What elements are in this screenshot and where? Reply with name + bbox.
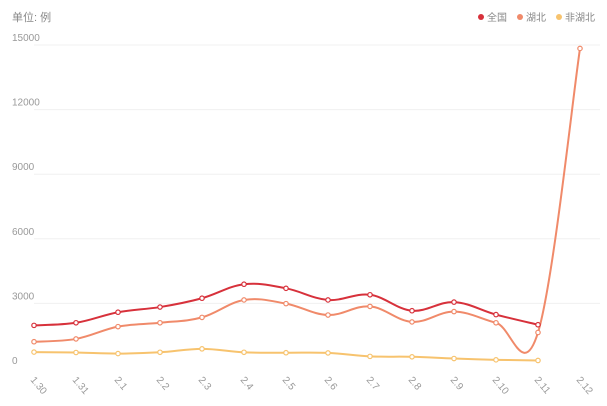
data-point [115, 309, 121, 316]
x-tick-label: 2.7 [364, 375, 382, 393]
data-point [73, 319, 79, 326]
data-point [115, 323, 121, 330]
data-point [325, 312, 331, 318]
legend-item-national[interactable]: 全国 [478, 9, 507, 24]
data-point [241, 349, 247, 356]
data-point [451, 355, 457, 362]
data-point [409, 354, 415, 360]
legend: 全国 湖北 非湖北 [478, 9, 595, 24]
data-point [31, 322, 37, 329]
x-tick-label: 2.3 [196, 375, 214, 393]
series-line-湖北 [33, 48, 581, 354]
x-tick-label: 2.8 [406, 375, 424, 393]
x-tick-label: 2.12 [574, 375, 595, 397]
data-point [451, 299, 457, 305]
data-point [199, 346, 205, 352]
data-point [367, 303, 373, 310]
data-point [157, 349, 163, 356]
data-point [367, 353, 373, 360]
data-point [283, 285, 289, 292]
data-point [325, 350, 331, 356]
data-point [157, 304, 163, 310]
y-tick-label: 3000 [12, 291, 35, 302]
y-tick-label: 6000 [12, 227, 35, 238]
y-tick-label: 15000 [12, 33, 40, 44]
x-tick-label: 2.2 [154, 375, 172, 393]
y-tick-label: 0 [12, 356, 18, 367]
data-point [535, 321, 541, 328]
data-point [157, 319, 163, 326]
x-tick-label: 1.31 [70, 375, 91, 397]
x-tick-label: 2.11 [532, 375, 553, 397]
data-point [283, 300, 289, 307]
x-tick-label: 1.30 [28, 375, 49, 397]
x-tick-label: 2.4 [238, 375, 256, 393]
data-point [577, 45, 583, 52]
data-point [493, 319, 499, 326]
data-point [73, 349, 79, 356]
data-point [451, 308, 457, 315]
legend-dot-icon [556, 13, 562, 20]
data-point [325, 297, 331, 303]
legend-label-hubei: 湖北 [526, 13, 546, 24]
legend-dot-icon [517, 13, 523, 20]
legend-item-hubei[interactable]: 湖北 [517, 9, 546, 24]
legend-label-outside-hubei: 非湖北 [565, 13, 595, 24]
data-point [535, 357, 541, 364]
data-point [493, 357, 499, 363]
legend-item-outside-hubei[interactable]: 非湖北 [556, 9, 595, 24]
data-point [73, 336, 79, 342]
x-tick-label: 2.10 [490, 375, 511, 397]
unit-label: 单位: 例 [12, 12, 52, 24]
data-point [241, 297, 247, 303]
data-point [367, 291, 373, 298]
data-point [409, 319, 415, 325]
data-point [31, 338, 37, 345]
y-tick-label: 12000 [12, 98, 40, 109]
data-point [115, 350, 121, 357]
legend-label-national: 全国 [487, 13, 507, 24]
data-point [199, 314, 205, 321]
data-point [535, 329, 541, 336]
legend-dot-icon [478, 13, 484, 20]
x-tick-label: 2.1 [112, 375, 130, 393]
data-point [241, 281, 247, 288]
y-tick-label: 9000 [12, 162, 35, 173]
x-tick-label: 2.6 [322, 375, 340, 393]
x-tick-label: 2.9 [448, 375, 466, 393]
data-point [283, 349, 289, 356]
data-point [199, 295, 205, 302]
data-point [493, 311, 499, 318]
data-point [409, 307, 415, 314]
x-tick-label: 2.5 [280, 375, 298, 393]
data-point [31, 349, 37, 355]
